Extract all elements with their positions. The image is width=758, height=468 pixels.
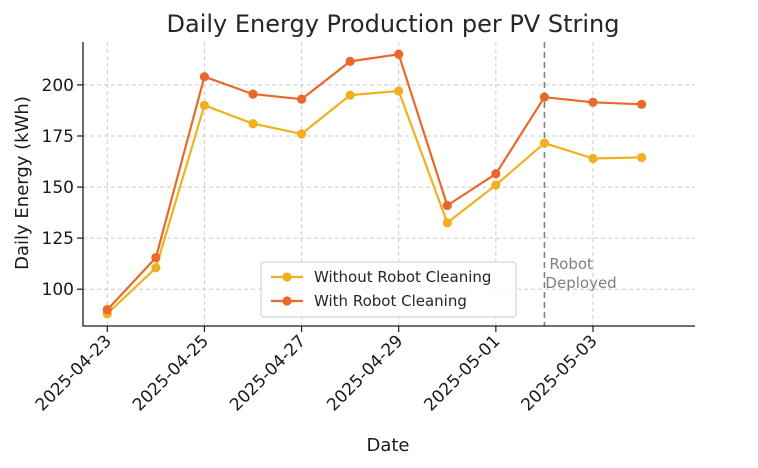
data-point [539, 92, 550, 102]
data-point [394, 86, 404, 96]
legend-label: Without Robot Cleaning [314, 268, 491, 286]
data-point [151, 263, 161, 273]
chart-title: Daily Energy Production per PV String [167, 10, 620, 38]
series-line-2 [106, 53, 642, 311]
data-point [588, 153, 598, 164]
data-point [636, 152, 647, 163]
x-axis-label: Date [366, 435, 409, 456]
y-tick-label: 175 [42, 127, 74, 147]
legend-marker [282, 296, 292, 306]
data-point [394, 49, 404, 59]
data-point [151, 252, 161, 263]
y-axis-label: Daily Energy (kWh) [12, 96, 33, 270]
x-tick-label: 2025-04-23 [32, 331, 116, 415]
annotation-line: Deployed [545, 274, 616, 292]
data-point [442, 218, 452, 228]
data-point [248, 89, 258, 99]
y-tick-label: 100 [42, 280, 74, 300]
legend-label: With Robot Cleaning [314, 292, 467, 310]
data-point [248, 119, 258, 129]
data-point [296, 94, 307, 104]
x-tick-label: 2025-04-27 [226, 331, 310, 415]
data-point [199, 72, 210, 82]
data-point [296, 129, 307, 139]
data-point [345, 90, 355, 100]
x-tick-label: 2025-04-29 [323, 331, 407, 415]
data-point [442, 200, 452, 211]
data-point [102, 305, 112, 315]
y-tick-label: 200 [42, 76, 74, 96]
annotation-layer: Robot Deployed [543, 42, 617, 326]
axis-spines [82, 42, 695, 327]
y-tick-label: 125 [42, 229, 74, 249]
data-point [636, 99, 647, 109]
robot-deployed-label: Robot Deployed [545, 255, 616, 292]
data-point [491, 169, 501, 179]
legend: Without Robot Cleaning With Robot Cleanin… [260, 261, 517, 318]
data-point [588, 97, 598, 107]
x-tick-label: 2025-05-01 [420, 331, 504, 415]
series-line-1 [106, 89, 642, 315]
x-tick-label: 2025-04-25 [129, 331, 213, 415]
data-point [539, 138, 550, 148]
legend-marker [282, 272, 292, 282]
y-tick-label: 150 [42, 178, 74, 198]
legend-box [260, 261, 517, 318]
x-tick-label: 2025-05-03 [518, 331, 602, 415]
data-point [345, 56, 355, 67]
data-point [199, 100, 210, 110]
series-layer [102, 49, 647, 319]
data-point [491, 180, 501, 190]
annotation-line: Robot [549, 255, 593, 273]
